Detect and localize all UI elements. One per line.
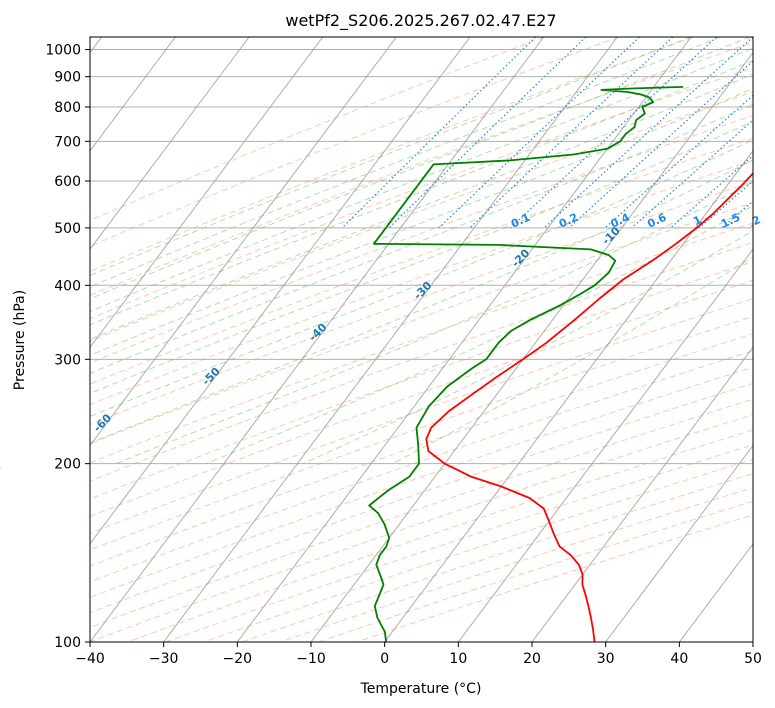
isotherm [605, 444, 753, 642]
y-tick-label: 900 [54, 70, 81, 86]
mixing-ratio-line [388, 37, 587, 229]
x-tick-label: 50 [744, 651, 762, 667]
y-tick-label: 300 [54, 352, 81, 368]
x-tick-label: −10 [296, 651, 326, 667]
isotherm [90, 37, 471, 545]
dry-adiabat [90, 37, 694, 272]
x-tick-label: −40 [75, 651, 105, 667]
mixing-ratio-line [771, 37, 775, 228]
x-tick-label: 20 [523, 651, 541, 667]
isotherm-label: -70 [0, 460, 4, 483]
x-tick-label: 0 [380, 651, 389, 667]
moist-adiabat [90, 47, 753, 312]
y-tick-label: 700 [54, 134, 81, 150]
dry-adiabat [90, 242, 753, 482]
y-tick-label: 100 [54, 635, 81, 651]
y-tick-label: 200 [54, 457, 81, 473]
mixing-ratio-line [670, 154, 753, 229]
isotherm [163, 37, 618, 642]
y-tick-label: 1000 [45, 43, 81, 59]
dry-adiabat [90, 91, 753, 342]
isotherm [310, 51, 753, 642]
dry-adiabat [90, 350, 753, 583]
isotherm [457, 248, 753, 642]
y-tick-label: 800 [54, 100, 81, 116]
moist-adiabat [90, 120, 753, 395]
x-tick-label: 10 [449, 651, 467, 667]
moist-adiabat [90, 88, 753, 357]
dry-adiabat [90, 137, 753, 385]
moist-adiabat [90, 37, 721, 288]
isotherm [90, 37, 397, 447]
isotherm [90, 37, 176, 152]
moist-adiabat [90, 37, 692, 277]
x-tick-label: −30 [149, 651, 179, 667]
plot-area [90, 37, 753, 642]
dry-adiabat [90, 37, 620, 247]
axes: −40 −30 −20 −10 0 10 20 30 40 50 1000 900 800 700 600 5… [45, 36, 762, 667]
isotherm [236, 37, 692, 642]
dry-adiabat [90, 114, 753, 364]
chart-title: wetPf2_S206.2025.267.02.47.E27 [285, 11, 556, 31]
mixing-ratio-line [568, 60, 753, 229]
moist-adiabat [90, 139, 753, 417]
mixing-ratio-line [509, 37, 717, 229]
plot-lines [90, 37, 775, 642]
dry-adiabat [90, 315, 753, 551]
x-axis-label: Temperature (°C) [360, 681, 482, 697]
temperature-trace [425, 172, 753, 642]
moist-adiabat [90, 37, 751, 300]
plot-background [90, 37, 753, 642]
dry-adiabat [90, 66, 753, 320]
moist-adiabat [115, 181, 753, 465]
x-tick-label: 30 [597, 651, 615, 667]
mixing-ratio-line [543, 37, 753, 229]
dry-adiabat [90, 202, 753, 445]
moist-adiabat [90, 159, 753, 444]
dewpoint-trace [368, 86, 684, 642]
isotherm [90, 37, 324, 349]
isotherm [531, 346, 753, 642]
dry-adiabat [90, 366, 753, 598]
x-tick-label: −20 [223, 651, 253, 667]
axes-frame [89, 36, 754, 643]
isotherm [90, 37, 545, 642]
dry-adiabat [90, 261, 753, 500]
dry-adiabat [90, 41, 753, 297]
isotherm [90, 37, 250, 250]
y-tick-label: 600 [54, 174, 81, 190]
isotherm [384, 150, 753, 642]
dry-adiabat [90, 298, 753, 534]
y-tick-label: 400 [54, 278, 81, 294]
y-axis-label: Pressure (hPa) [12, 290, 28, 390]
x-tick-label: 40 [670, 651, 688, 667]
y-tick-label: 500 [54, 221, 81, 237]
isotherm [752, 641, 753, 642]
